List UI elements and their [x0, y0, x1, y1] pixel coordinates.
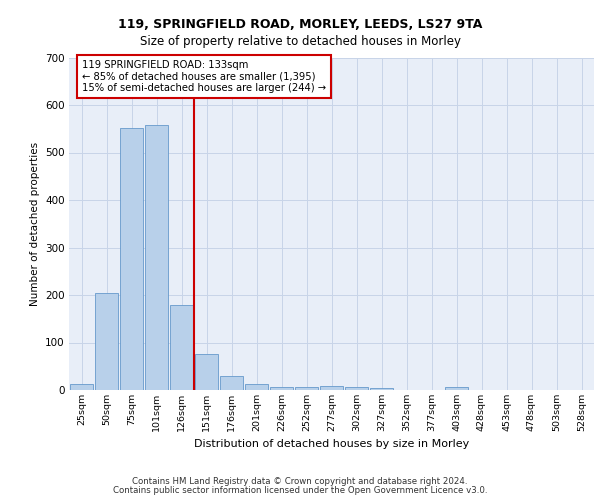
Text: Contains public sector information licensed under the Open Government Licence v3: Contains public sector information licen… — [113, 486, 487, 495]
Bar — [145, 125, 168, 390]
Text: Contains HM Land Registry data © Crown copyright and database right 2024.: Contains HM Land Registry data © Crown c… — [132, 477, 468, 486]
Bar — [195, 354, 218, 390]
Text: 119 SPRINGFIELD ROAD: 133sqm
← 85% of detached houses are smaller (1,395)
15% of: 119 SPRINGFIELD ROAD: 133sqm ← 85% of de… — [82, 60, 326, 93]
Bar — [370, 388, 393, 390]
Bar — [95, 292, 118, 390]
Bar — [170, 304, 193, 390]
Bar — [70, 384, 93, 390]
Bar — [295, 387, 318, 390]
Bar — [245, 384, 268, 390]
Bar — [120, 128, 143, 390]
Bar — [445, 386, 468, 390]
Bar — [345, 387, 368, 390]
Bar — [220, 376, 243, 390]
Text: 119, SPRINGFIELD ROAD, MORLEY, LEEDS, LS27 9TA: 119, SPRINGFIELD ROAD, MORLEY, LEEDS, LS… — [118, 18, 482, 30]
X-axis label: Distribution of detached houses by size in Morley: Distribution of detached houses by size … — [194, 440, 469, 450]
Bar — [270, 387, 293, 390]
Y-axis label: Number of detached properties: Number of detached properties — [29, 142, 40, 306]
Bar — [320, 386, 343, 390]
Text: Size of property relative to detached houses in Morley: Size of property relative to detached ho… — [139, 35, 461, 48]
